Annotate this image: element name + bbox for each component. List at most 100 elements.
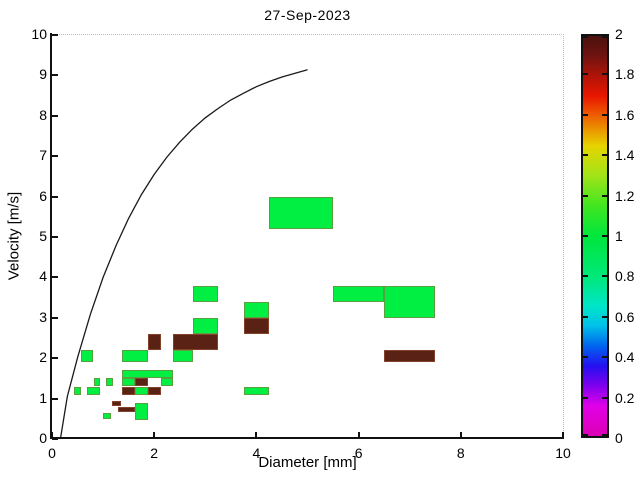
y-tick	[52, 114, 58, 117]
x-tick	[459, 432, 462, 438]
curve-polyline	[59, 69, 308, 440]
y-tick-label: 10	[31, 26, 47, 42]
plot-area: 0 2 4 6 8 10 0 1 2 3 4 5 6 7 8 9 10	[31, 26, 570, 461]
heatmap-cell	[243, 301, 270, 318]
x-tick	[357, 432, 360, 438]
y-tick-label: 4	[39, 268, 47, 285]
heatmap-cell	[135, 378, 148, 387]
heatmap-cell	[111, 400, 122, 406]
y-tick	[52, 357, 58, 360]
colorbar-tick	[583, 434, 588, 436]
heatmap-cell	[147, 386, 161, 395]
y-tick-label: 0	[39, 430, 47, 446]
x-tick-label: 6	[354, 445, 363, 461]
y-tick-label: 9	[39, 66, 47, 83]
colorbar-tick	[602, 396, 607, 399]
heatmap-cell	[122, 370, 174, 379]
x-tick	[255, 432, 258, 438]
colorbar-tick-label: 0.6	[615, 308, 635, 325]
colorbar: 0 0.2 0.4 0.6 0.8 1 1.2 1.4 1.6 1.8 2	[581, 26, 634, 446]
heatmap-cell	[147, 334, 161, 351]
colorbar-tick	[602, 154, 607, 157]
colorbar-tick-label: 0.8	[615, 268, 635, 285]
colorbar-tick	[583, 356, 588, 359]
heatmap-cell	[269, 196, 334, 229]
heatmap-cell	[106, 378, 113, 387]
y-tick-label: 6	[39, 187, 47, 204]
colorbar-tick-label: 2	[615, 26, 623, 42]
colorbar-tick	[602, 113, 607, 116]
heatmap-cell	[134, 403, 149, 420]
plot-title: 27-Sep-2023	[264, 7, 351, 23]
y-tick	[52, 195, 58, 198]
x-tick-label: 0	[48, 445, 56, 461]
heatmap-cell	[243, 317, 270, 334]
x-tick	[153, 432, 156, 438]
y-tick-label: 1	[39, 389, 47, 406]
x-tick	[562, 432, 564, 438]
y-tick	[52, 155, 58, 158]
x-axis-label: Diameter [mm]	[258, 454, 357, 471]
colorbar-tick	[602, 434, 607, 436]
heatmap-cell	[173, 334, 219, 351]
y-tick	[52, 276, 58, 279]
heatmap-cell	[173, 350, 193, 363]
y-tick-label: 2	[39, 349, 47, 366]
colorbar-tick	[602, 315, 607, 318]
heatmap-cell	[122, 378, 136, 387]
y-axis-line	[50, 33, 52, 439]
y-tick	[52, 74, 58, 77]
y-tick	[52, 316, 58, 319]
heatmap-cell	[135, 386, 148, 395]
colorbar-tick	[583, 36, 588, 38]
colorbar-tick	[583, 315, 588, 318]
heatmap-cell	[160, 378, 174, 387]
colorbar-tick-label: 1.2	[615, 187, 635, 204]
heatmap-cell	[243, 386, 270, 395]
heatmap-cell	[118, 406, 135, 413]
colorbar-tick	[583, 154, 588, 157]
y-tick	[52, 397, 58, 400]
colorbar-tick-label: 1.8	[615, 66, 635, 83]
colorbar-tick	[602, 194, 607, 197]
colorbar-tick-label: 0	[615, 430, 623, 446]
heatmap-cell	[122, 350, 148, 363]
heatmap-cell	[333, 285, 385, 302]
y-axis-label: Velocity [m/s]	[5, 191, 23, 281]
x-tick-label: 10	[555, 445, 571, 461]
heatmap-cell	[87, 386, 100, 395]
heatmap-cell	[103, 412, 111, 419]
x-tick-label: 8	[456, 445, 465, 461]
colorbar-tick-label: 1.4	[615, 147, 635, 164]
heatmap-cell	[122, 386, 136, 395]
colorbar-tick-label: 0.2	[615, 389, 635, 406]
y-tick-label: 3	[39, 308, 47, 325]
colorbar-tick	[583, 275, 588, 278]
colorbar-tick	[602, 73, 607, 76]
y-tick-label: 7	[39, 147, 47, 164]
x-axis-line	[50, 437, 564, 439]
y-tick-label: 5	[39, 228, 47, 244]
colorbar-tick	[602, 235, 607, 237]
x-tick	[51, 432, 53, 438]
x-tick-label: 2	[150, 445, 159, 461]
y-tick	[52, 34, 58, 36]
heatmap-cell	[384, 350, 436, 363]
colorbar-tick	[583, 194, 588, 197]
colorbar-tick	[602, 275, 607, 278]
y-tick	[52, 438, 58, 440]
colorbar-tick	[583, 235, 588, 237]
colorbar-tick	[583, 73, 588, 76]
terminal-velocity-curve	[59, 69, 308, 440]
heatmap-cell	[74, 386, 81, 395]
x-tick-label: 4	[252, 445, 261, 461]
colorbar-tick	[583, 396, 588, 399]
heatmap-cell	[192, 317, 219, 334]
heatmap-cell	[192, 285, 219, 302]
colorbar-tick-label: 1.6	[615, 106, 635, 123]
colorbar-tick-label: 0.4	[615, 349, 635, 366]
heatmap-cell	[93, 378, 100, 387]
colorbar-tick-label: 1	[615, 228, 623, 244]
colorbar-tick	[583, 113, 588, 116]
